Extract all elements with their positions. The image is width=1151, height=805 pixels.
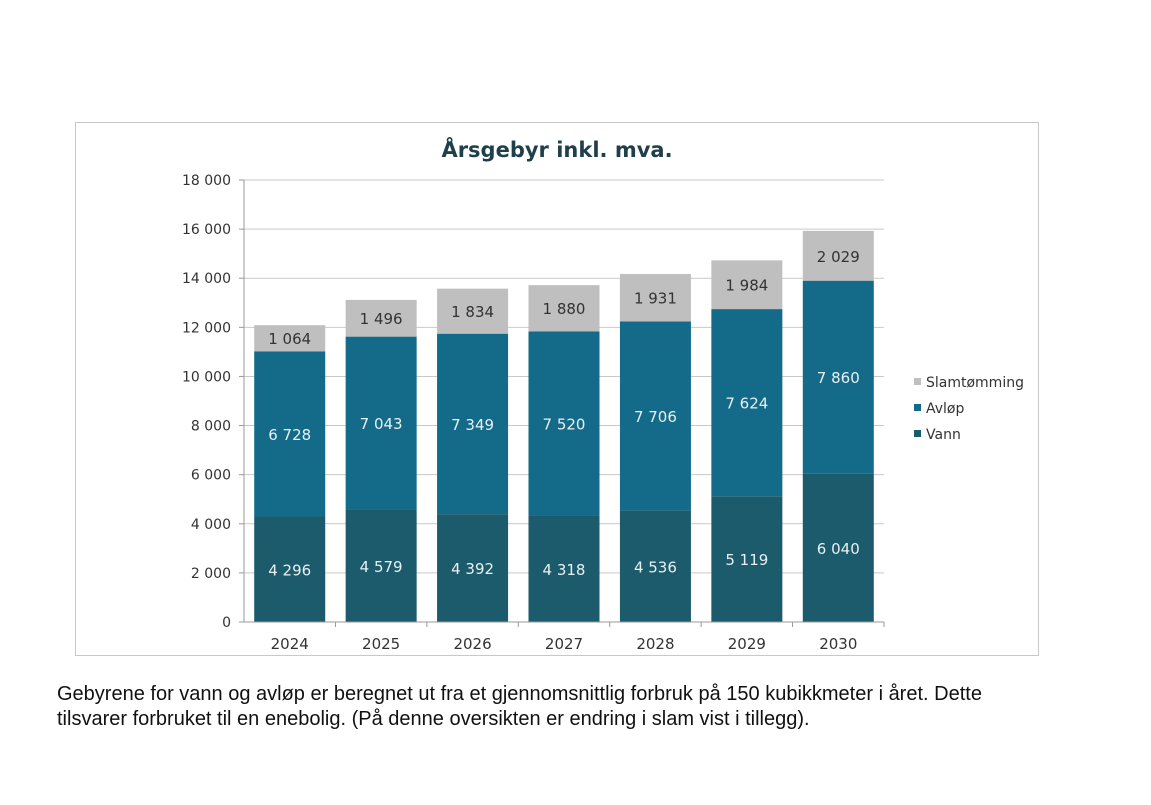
data-label: 7 624 — [725, 395, 768, 413]
data-label: 1 880 — [543, 300, 586, 318]
bar-vann-2026 — [437, 514, 509, 622]
legend-swatch — [914, 404, 921, 411]
data-label: 6 040 — [817, 540, 860, 558]
x-tick-label: 2027 — [545, 635, 583, 653]
y-tick-label: 0 — [222, 615, 231, 631]
bar-avløp-2030 — [802, 280, 874, 474]
legend-swatch — [914, 430, 921, 437]
bar-avløp-2029 — [711, 309, 783, 497]
bar-slamtømming-2028 — [619, 273, 691, 322]
legend-swatch — [914, 378, 921, 385]
data-label: 1 984 — [725, 277, 768, 295]
data-label: 7 043 — [360, 415, 403, 433]
y-tick-label: 2 000 — [191, 566, 231, 582]
data-label: 1 064 — [268, 330, 311, 348]
y-tick-label: 18 000 — [182, 173, 231, 189]
data-label: 4 296 — [268, 561, 311, 579]
bar-avløp-2027 — [528, 331, 600, 516]
y-tick-label: 10 000 — [182, 369, 231, 385]
bar-avløp-2024 — [254, 351, 326, 517]
data-label: 4 579 — [360, 558, 403, 576]
y-tick-label: 14 000 — [182, 271, 231, 287]
bar-avløp-2025 — [345, 336, 417, 510]
bar-vann-2024 — [254, 516, 326, 622]
data-label: 7 860 — [817, 369, 860, 387]
data-label: 1 931 — [634, 290, 677, 308]
bar-vann-2028 — [619, 510, 691, 622]
legend-label-2: Vann — [926, 427, 961, 443]
y-tick-label: 6 000 — [191, 468, 231, 484]
data-label: 1 496 — [360, 310, 403, 328]
chart-title: Årsgebyr inkl. mva. — [441, 137, 672, 162]
data-label: 7 349 — [451, 416, 494, 434]
data-label: 1 834 — [451, 303, 494, 321]
data-label: 7 706 — [634, 408, 677, 426]
y-tick-label: 4 000 — [191, 517, 231, 533]
bar-avløp-2026 — [437, 333, 509, 515]
bar-vann-2025 — [345, 509, 417, 622]
x-tick-label: 2030 — [819, 635, 857, 653]
x-tick-label: 2025 — [362, 635, 400, 653]
x-tick-label: 2026 — [453, 635, 491, 653]
y-tick-label: 12 000 — [182, 320, 231, 336]
data-label: 7 520 — [543, 416, 586, 434]
y-tick-label: 8 000 — [191, 419, 231, 435]
caption-text: Gebyrene for vann og avløp er beregnet u… — [57, 683, 982, 730]
data-label: 4 318 — [543, 561, 586, 579]
data-label: 6 728 — [268, 426, 311, 444]
bar-slamtømming-2029 — [711, 260, 783, 310]
bar-slamtømming-2026 — [437, 288, 509, 334]
legend-label-0: Slamtømming — [926, 375, 1024, 391]
data-label: 4 392 — [451, 560, 494, 578]
bar-slamtømming-2025 — [345, 299, 417, 337]
data-label: 5 119 — [725, 551, 768, 569]
bar-slamtømming-2027 — [528, 285, 600, 332]
bar-avløp-2028 — [619, 321, 691, 511]
legend-label-1: Avløp — [926, 401, 964, 417]
bar-vann-2030 — [802, 473, 874, 622]
x-tick-label: 2024 — [271, 635, 309, 653]
data-label: 4 536 — [634, 558, 677, 576]
bar-slamtømming-2030 — [802, 230, 874, 281]
y-tick-label: 16 000 — [182, 222, 231, 238]
bar-vann-2029 — [711, 496, 783, 622]
bar-vann-2027 — [528, 515, 600, 622]
x-tick-label: 2028 — [636, 635, 674, 653]
chart-frame — [75, 122, 1039, 656]
x-tick-label: 2029 — [728, 635, 766, 653]
bar-slamtømming-2024 — [254, 325, 326, 352]
data-label: 2 029 — [817, 248, 860, 266]
